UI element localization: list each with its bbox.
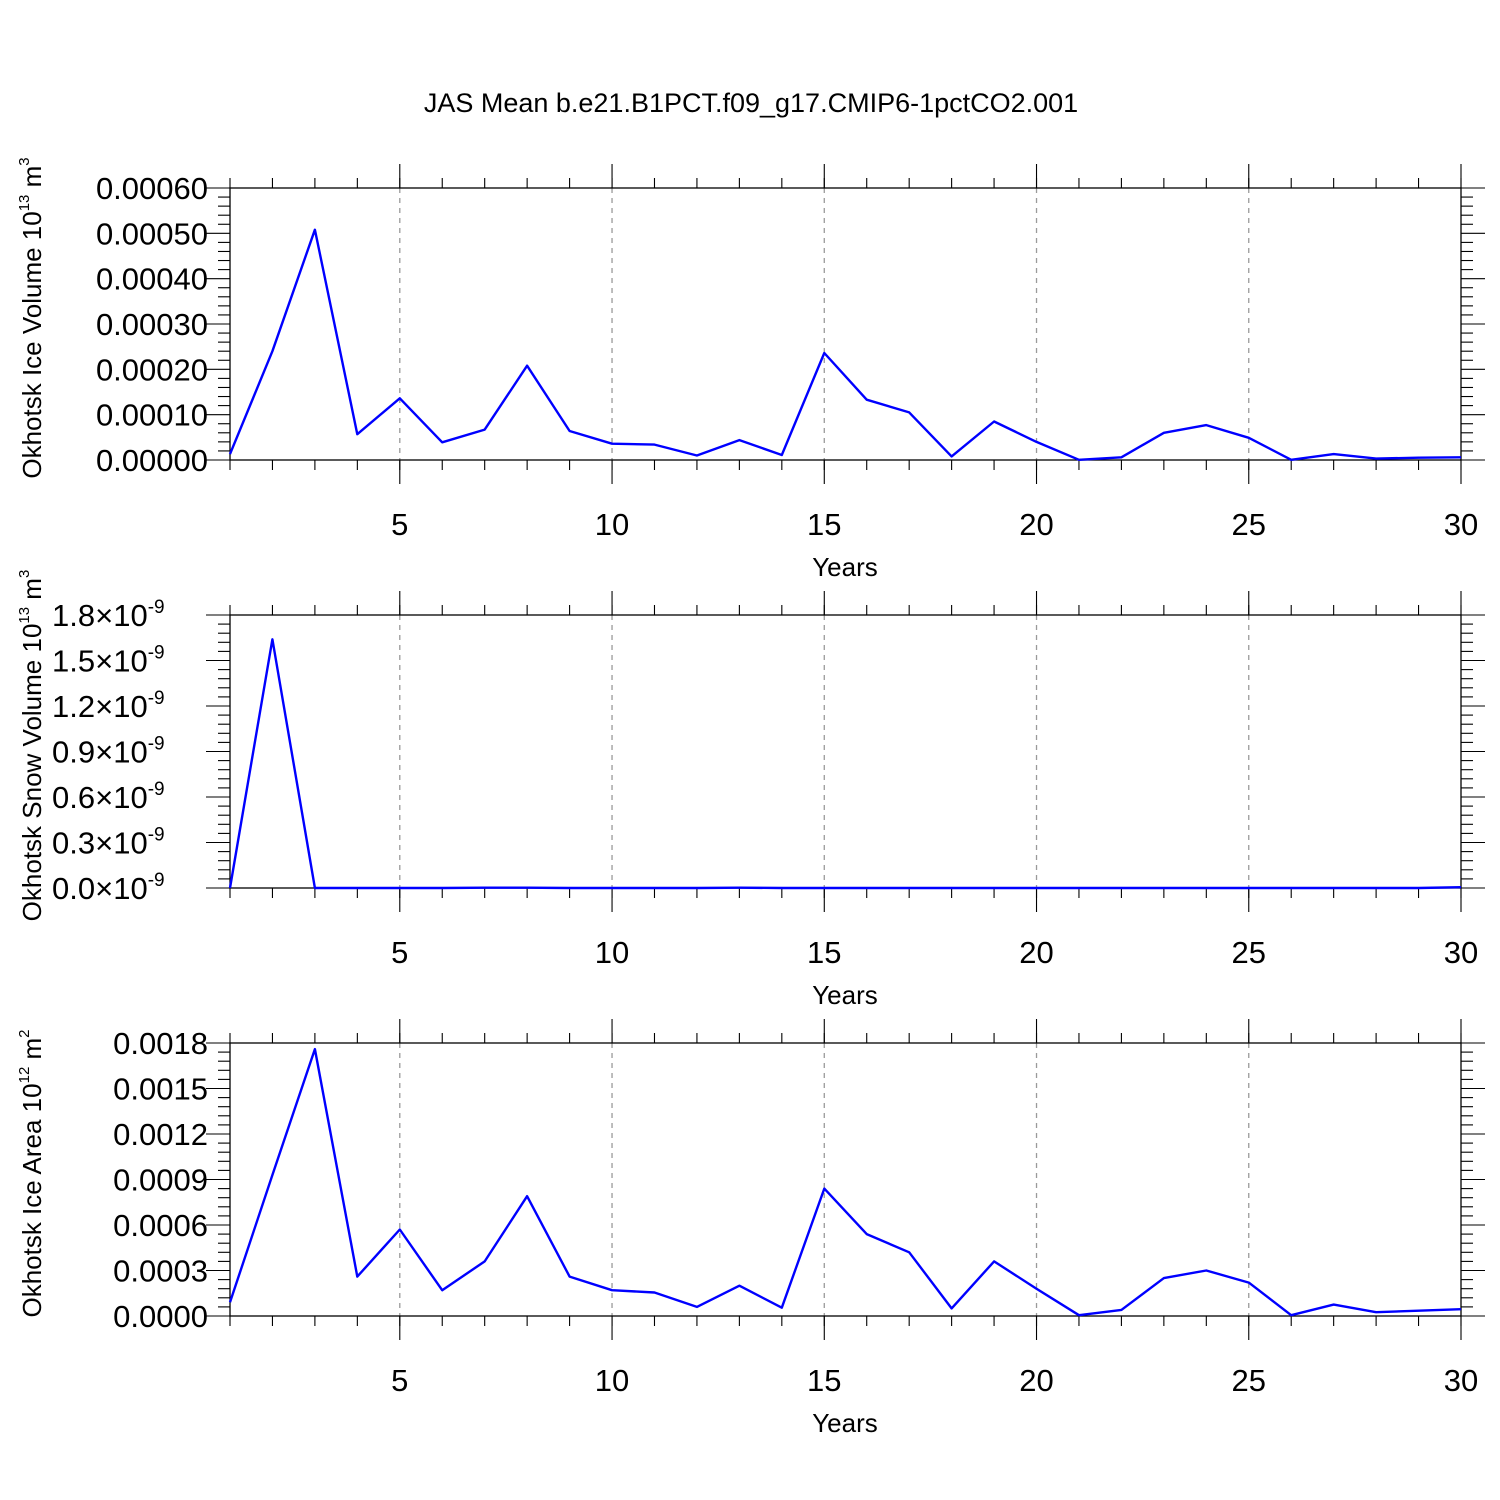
x-tick-label: 25 xyxy=(1232,935,1266,970)
x-tick-label: 10 xyxy=(595,935,629,970)
x-tick-label: 15 xyxy=(807,507,841,542)
x-tick-label: 30 xyxy=(1444,935,1478,970)
plot-frame xyxy=(229,1042,1462,1317)
y-tick-label: 0.0018 xyxy=(113,1026,208,1061)
x-tick-label: 25 xyxy=(1232,507,1266,542)
chart-panels: 5 10 15 20 25 30 0.00000 0.00010 0.00020 0.00030 0… xyxy=(16,157,1485,1438)
x-tick-label: 10 xyxy=(595,507,629,542)
y-tick-label: 0.0015 xyxy=(113,1072,208,1107)
chart-panel-2: 5 10 15 20 25 30 0.0×10-9 0.3×10-9 0.6×10-9 0.9×1… xyxy=(16,570,1485,1010)
x-axis-title: Years xyxy=(812,552,878,582)
x-tick-label: 5 xyxy=(391,507,408,542)
y-tick-label: 0.00060 xyxy=(96,171,208,206)
x-tick-label: 5 xyxy=(391,1363,408,1398)
x-tick-label: 30 xyxy=(1444,507,1478,542)
x-tick-label: 25 xyxy=(1232,1363,1266,1398)
chart-title: JAS Mean b.e21.B1PCT.f09_g17.CMIP6-1pctC… xyxy=(424,88,1078,118)
x-axis-title: Years xyxy=(812,1408,878,1438)
y-tick-label: 1.5×10-9 xyxy=(52,643,165,679)
y-tick-label: 0.0000 xyxy=(113,1299,208,1334)
y-tick-label: 0.0×10-9 xyxy=(52,870,165,906)
x-tick-label: 10 xyxy=(595,1363,629,1398)
series-line xyxy=(228,1047,1462,1317)
x-tick-label: 15 xyxy=(807,1363,841,1398)
x-axis-title: Years xyxy=(812,980,878,1010)
x-tick-label: 20 xyxy=(1019,935,1053,970)
plot-frame xyxy=(229,187,1462,461)
x-tick-label: 30 xyxy=(1444,1363,1478,1398)
y-tick-label: 0.00000 xyxy=(96,443,208,478)
y-tick-label: 1.8×10-9 xyxy=(52,597,165,633)
x-tick-label: 20 xyxy=(1019,507,1053,542)
chart-panel-1: 5 10 15 20 25 30 0.00000 0.00010 0.00020 0.00030 0… xyxy=(16,157,1485,582)
y-tick-label: 0.00010 xyxy=(96,398,208,433)
y-tick-label: 0.6×10-9 xyxy=(52,779,165,815)
series-line xyxy=(228,638,1462,890)
y-tick-label: 0.9×10-9 xyxy=(52,734,165,770)
y-tick-label: 0.00030 xyxy=(96,307,208,342)
y-tick-label: 0.00040 xyxy=(96,262,208,297)
x-tick-label: 20 xyxy=(1019,1363,1053,1398)
y-tick-label: 0.00020 xyxy=(96,352,208,387)
y-tick-label: 0.0003 xyxy=(113,1254,208,1289)
x-tick-label: 5 xyxy=(391,935,408,970)
x-tick-label: 15 xyxy=(807,935,841,970)
chart-panel-3: 5 10 15 20 25 30 0.0000 0.0003 0.0006 0.0009 0.001… xyxy=(16,1019,1485,1438)
plot-frame xyxy=(229,614,1462,889)
series-line xyxy=(228,228,1462,461)
y-tick-label: 0.0009 xyxy=(113,1163,208,1198)
y-tick-label: 1.2×10-9 xyxy=(52,688,165,724)
y-tick-label: 0.0006 xyxy=(113,1208,208,1243)
y-tick-label: 0.00050 xyxy=(96,216,208,251)
y-axis-title: Okhotsk Ice Area 1012 m2 xyxy=(16,1029,47,1317)
y-axis-title: Okhotsk Ice Volume 1013 m3 xyxy=(16,157,47,478)
y-tick-label: 0.0012 xyxy=(113,1117,208,1152)
y-tick-label: 0.3×10-9 xyxy=(52,825,165,861)
y-axis-title: Okhotsk Snow Volume 1013 m3 xyxy=(16,570,47,922)
